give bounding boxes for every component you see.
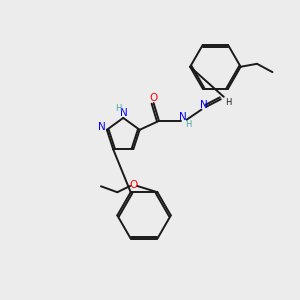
Text: H: H xyxy=(115,104,121,113)
Text: N: N xyxy=(200,100,208,110)
Text: H: H xyxy=(185,120,192,129)
Text: N: N xyxy=(120,108,128,118)
Text: N: N xyxy=(98,122,105,132)
Text: N: N xyxy=(179,112,187,122)
Text: O: O xyxy=(130,180,138,190)
Text: H: H xyxy=(225,98,232,107)
Text: O: O xyxy=(149,93,158,103)
